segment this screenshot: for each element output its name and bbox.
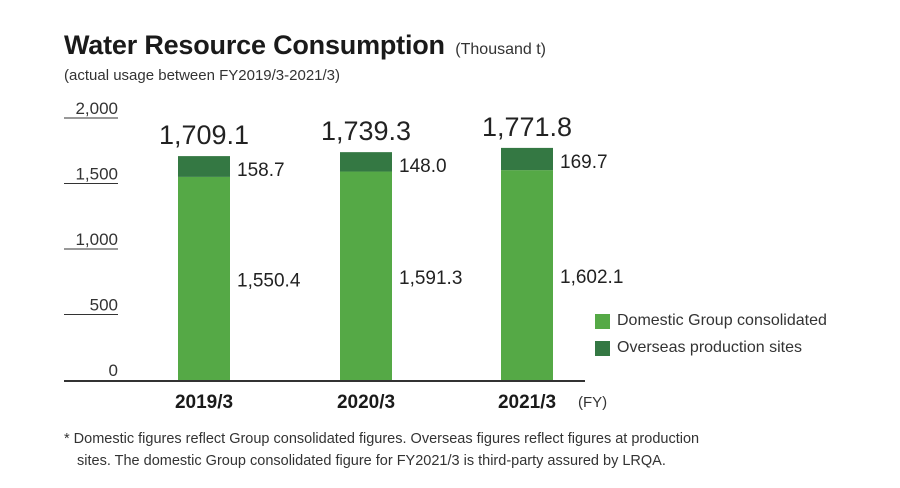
y-tick-label: 0 <box>109 361 118 380</box>
total-value-label: 1,739.3 <box>321 116 411 146</box>
bar-overseas-2019/3 <box>178 156 230 177</box>
x-category-label: 2020/3 <box>337 392 395 413</box>
legend-label-domestic: Domestic Group consolidated <box>617 312 827 329</box>
bar-overseas-2020/3 <box>340 152 392 172</box>
chart-subtitle: (actual usage between FY2019/3-2021/3) <box>64 67 341 84</box>
y-tick-label: 500 <box>90 296 118 315</box>
domestic-value-label: 1,591.3 <box>399 268 462 289</box>
bar-overseas-2021/3 <box>501 147 553 171</box>
footnote: * Domestic figures reflect Group consoli… <box>64 428 864 472</box>
bar-domestic-2021/3 <box>501 170 553 380</box>
title-row: Water Resource Consumption (Thousand t) <box>64 30 546 61</box>
overseas-value-label: 169.7 <box>560 152 608 173</box>
legend-swatch-overseas <box>595 340 610 356</box>
overseas-value-label: 158.7 <box>237 160 285 181</box>
legend-item-domestic: Domestic Group consolidated <box>595 312 827 330</box>
unit-label: (Thousand t) <box>455 41 547 58</box>
legend-swatch-domestic <box>595 313 610 329</box>
footnote-line-1: * Domestic figures reflect Group consoli… <box>64 431 700 447</box>
y-tick-label: 2,000 <box>75 99 118 118</box>
y-tick-label: 1,000 <box>75 230 118 249</box>
legend: Domestic Group consolidated Overseas pro… <box>595 312 827 366</box>
total-value-label: 1,709.1 <box>159 120 249 150</box>
y-tick-label: 1,500 <box>75 165 118 184</box>
footnote-line-2: sites. The domestic Group consolidated f… <box>77 453 666 469</box>
legend-item-overseas: Overseas production sites <box>595 339 827 357</box>
bar-domestic-2019/3 <box>178 176 230 380</box>
total-value-label: 1,771.8 <box>482 112 572 142</box>
domestic-value-label: 1,550.4 <box>237 270 301 291</box>
overseas-value-label: 148.0 <box>399 156 447 177</box>
legend-label-overseas: Overseas production sites <box>617 339 802 356</box>
domestic-value-label: 1,602.1 <box>560 267 623 288</box>
x-category-label: 2021/3 <box>498 392 556 413</box>
chart-title: Water Resource Consumption <box>64 30 445 60</box>
x-category-label: 2019/3 <box>175 392 233 413</box>
x-axis-unit-label: (FY) <box>578 394 607 411</box>
bar-domestic-2020/3 <box>340 171 392 380</box>
